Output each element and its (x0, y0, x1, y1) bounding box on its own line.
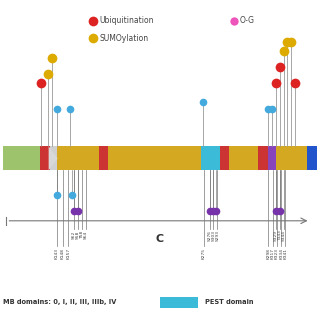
Bar (268, 146, 276, 170)
Text: S58: S58 (76, 230, 80, 239)
Bar (307, 146, 317, 170)
Text: T343: T343 (278, 230, 282, 241)
Text: S329: S329 (274, 230, 278, 241)
Bar (40, 146, 50, 170)
Text: S303: S303 (212, 230, 215, 241)
Bar (3, 146, 317, 170)
Text: K275: K275 (202, 248, 205, 259)
Bar (108, 146, 201, 170)
Text: K334: K334 (279, 248, 283, 259)
Text: K148: K148 (61, 248, 65, 259)
Text: K157: K157 (67, 248, 70, 259)
Text: S276: S276 (208, 230, 212, 241)
Text: K298: K298 (266, 248, 270, 259)
Bar (3, 146, 40, 170)
Bar (220, 146, 229, 170)
Text: K317: K317 (271, 248, 275, 259)
Bar (57, 146, 99, 170)
Bar (229, 146, 258, 170)
Text: K143: K143 (55, 248, 59, 259)
Text: S64: S64 (84, 230, 88, 239)
Bar (160, 297, 198, 308)
Bar (276, 146, 308, 170)
Bar (258, 146, 268, 170)
Text: C: C (156, 234, 164, 244)
Bar (201, 146, 220, 170)
Text: T58: T58 (80, 230, 84, 239)
Text: PEST domain: PEST domain (205, 300, 253, 305)
Text: O-G: O-G (240, 16, 255, 25)
Text: K341: K341 (284, 248, 287, 259)
Text: K323: K323 (275, 248, 279, 259)
Text: S293: S293 (215, 230, 219, 241)
Text: Ubiquitination: Ubiquitination (99, 16, 154, 25)
Text: S62: S62 (72, 230, 76, 239)
Polygon shape (49, 147, 58, 170)
Text: S344: S344 (282, 230, 285, 241)
Bar (99, 146, 108, 170)
Bar (50, 146, 58, 170)
Text: MB domains: 0, I, II, III, IIIb, IV: MB domains: 0, I, II, III, IIIb, IV (3, 300, 116, 305)
Text: SUMOylation: SUMOylation (99, 34, 148, 43)
